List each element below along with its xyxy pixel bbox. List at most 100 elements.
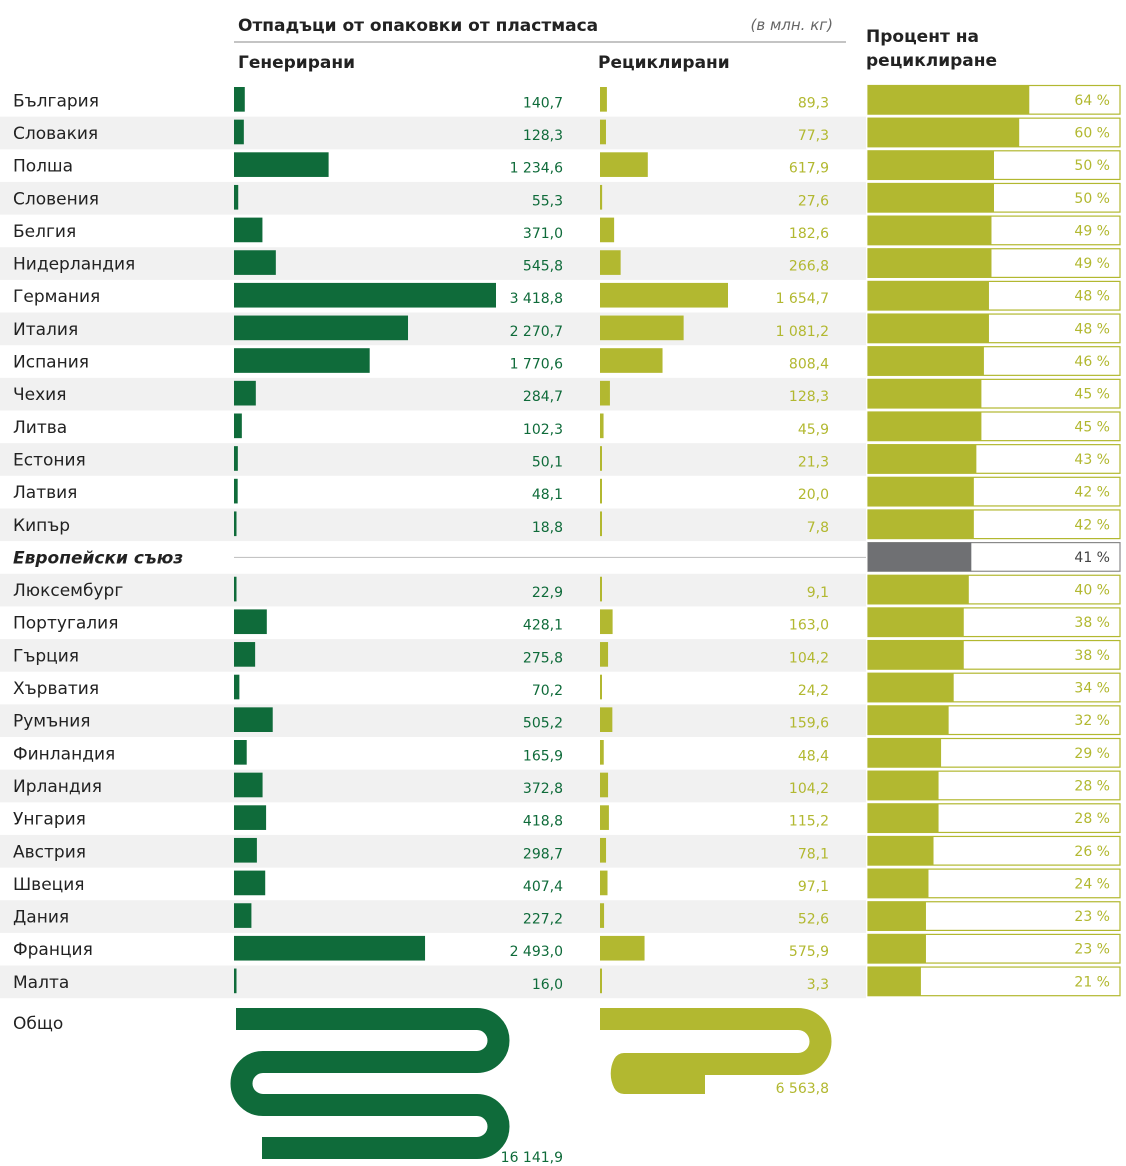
rate-value-label: 34 % bbox=[1074, 681, 1110, 697]
generated-value-label: 284,7 bbox=[523, 389, 563, 405]
rate-value-label: 48 % bbox=[1074, 321, 1110, 337]
total-generated-label: 16 141,9 bbox=[501, 1150, 563, 1166]
generated-value-label: 298,7 bbox=[523, 846, 563, 862]
recycled-header: Рециклирани bbox=[598, 53, 730, 73]
rate-value-label: 60 % bbox=[1074, 125, 1110, 141]
rate-bar-fill bbox=[868, 967, 921, 996]
generated-value-label: 165,9 bbox=[523, 748, 563, 764]
country-label: Европейски съюз bbox=[13, 548, 183, 568]
rate-value-label: 42 % bbox=[1074, 517, 1110, 533]
generated-bar bbox=[234, 642, 256, 667]
rate-bar-fill bbox=[868, 379, 982, 408]
rate-value-label: 26 % bbox=[1074, 844, 1110, 860]
recycled-value-label: 7,8 bbox=[807, 520, 829, 536]
generated-bar bbox=[234, 478, 238, 504]
country-label: България bbox=[13, 91, 99, 111]
row-stripe bbox=[0, 965, 866, 999]
rate-header-line2: рециклиране bbox=[866, 51, 997, 71]
generated-value-label: 70,2 bbox=[532, 683, 563, 699]
recycled-value-label: 48,4 bbox=[798, 748, 829, 764]
generated-bar bbox=[234, 707, 273, 732]
country-label: Франция bbox=[13, 940, 93, 960]
rate-header-line1: Процент на bbox=[866, 27, 979, 47]
country-label: Финландия bbox=[13, 744, 115, 764]
recycled-bar bbox=[600, 805, 609, 830]
generated-value-label: 428,1 bbox=[523, 618, 563, 634]
generated-value-label: 50,1 bbox=[532, 454, 563, 470]
rate-value-label: 50 % bbox=[1074, 191, 1110, 207]
generated-value-label: 18,8 bbox=[532, 520, 563, 536]
generated-value-label: 2 270,7 bbox=[510, 324, 563, 340]
recycled-bar bbox=[600, 740, 604, 765]
generated-bar bbox=[234, 446, 238, 471]
generated-value-label: 372,8 bbox=[523, 781, 563, 797]
generated-bar bbox=[234, 348, 370, 373]
recycled-value-label: 78,1 bbox=[798, 846, 829, 862]
unit-label: (в млн. кг) bbox=[751, 16, 834, 34]
rate-value-label: 50 % bbox=[1074, 158, 1110, 174]
rate-bar-fill bbox=[868, 150, 994, 180]
recycled-value-label: 77,3 bbox=[798, 128, 829, 144]
generated-bar bbox=[234, 184, 239, 210]
row-stripe bbox=[0, 639, 866, 672]
recycled-bar bbox=[600, 707, 613, 732]
rate-bar-fill bbox=[868, 477, 974, 506]
rate-bar-fill bbox=[868, 803, 939, 833]
generated-value-label: 227,2 bbox=[523, 912, 563, 928]
generated-bar bbox=[234, 968, 237, 994]
generated-bar bbox=[234, 837, 257, 863]
country-label: Естония bbox=[13, 450, 86, 470]
recycled-value-label: 115,2 bbox=[789, 814, 829, 830]
country-label: Испания bbox=[13, 353, 89, 373]
country-label: Люксембург bbox=[13, 581, 123, 601]
recycled-value-label: 1 654,7 bbox=[776, 291, 829, 307]
generated-bar bbox=[234, 315, 409, 341]
generated-value-label: 128,3 bbox=[523, 128, 563, 144]
recycled-bar bbox=[600, 184, 603, 210]
recycled-value-label: 575,9 bbox=[789, 944, 829, 960]
rate-value-label: 23 % bbox=[1074, 909, 1110, 925]
recycled-value-label: 182,6 bbox=[789, 226, 829, 242]
generated-value-label: 1 770,6 bbox=[510, 357, 564, 373]
recycled-bar bbox=[600, 609, 613, 635]
country-label: Румъния bbox=[13, 712, 91, 732]
rate-bar-fill bbox=[868, 542, 972, 572]
country-label: Дания bbox=[13, 908, 69, 928]
generated-bar bbox=[234, 119, 244, 145]
generated-value-label: 545,8 bbox=[523, 259, 563, 275]
recycled-bar bbox=[600, 642, 609, 667]
generated-value-label: 22,9 bbox=[532, 585, 563, 601]
generated-bar bbox=[234, 576, 237, 602]
country-label: Кипър bbox=[13, 516, 70, 536]
rate-value-label: 45 % bbox=[1074, 387, 1110, 403]
recycled-value-label: 128,3 bbox=[789, 389, 829, 405]
recycled-value-label: 3,3 bbox=[807, 977, 829, 993]
rate-bar-fill bbox=[868, 216, 992, 245]
recycled-bar bbox=[600, 772, 609, 798]
generated-bar bbox=[234, 511, 237, 537]
rate-value-label: 48 % bbox=[1074, 289, 1110, 305]
rate-bar-fill bbox=[868, 640, 964, 670]
country-label: Гърция bbox=[13, 646, 79, 666]
generated-bar bbox=[234, 250, 276, 275]
rate-bar-fill bbox=[868, 705, 949, 735]
recycled-bar bbox=[600, 935, 645, 961]
recycled-bar bbox=[600, 315, 684, 341]
rate-bar-fill bbox=[868, 869, 929, 898]
total-recycled-ribbon bbox=[600, 1008, 832, 1094]
rate-value-label: 49 % bbox=[1074, 223, 1110, 239]
country-label: Белгия bbox=[13, 222, 76, 242]
rate-value-label: 49 % bbox=[1074, 256, 1110, 272]
recycled-value-label: 21,3 bbox=[798, 454, 829, 470]
rate-value-label: 38 % bbox=[1074, 615, 1110, 631]
total-generated-path-d bbox=[236, 1017, 498, 1158]
rate-value-label: 28 % bbox=[1074, 811, 1110, 827]
rate-value-label: 42 % bbox=[1074, 485, 1110, 501]
rate-value-label: 21 % bbox=[1074, 974, 1110, 990]
generated-value-label: 1 234,6 bbox=[510, 161, 564, 177]
recycled-value-label: 27,6 bbox=[798, 193, 829, 209]
rate-bar-fill bbox=[868, 509, 974, 539]
rate-value-label: 38 % bbox=[1074, 648, 1110, 664]
recycled-value-label: 617,9 bbox=[789, 161, 829, 177]
